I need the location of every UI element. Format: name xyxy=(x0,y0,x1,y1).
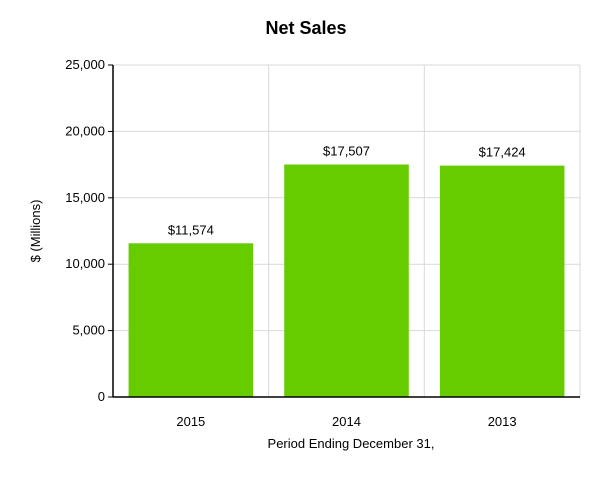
y-tick-label: 25,000 xyxy=(65,57,105,72)
data-label-2014: $17,507 xyxy=(323,144,370,159)
x-tick-label-2015: 2015 xyxy=(176,414,205,429)
y-axis-ticks: 0 5,000 10,000 15,000 20,000 25,000 xyxy=(65,57,113,404)
x-tick-label-2014: 2014 xyxy=(332,414,361,429)
y-tick-label: 5,000 xyxy=(72,323,105,338)
x-axis-label: Period Ending December 31, xyxy=(268,436,435,451)
bar-2015 xyxy=(128,243,254,397)
bar-2013 xyxy=(439,165,565,397)
x-tick-label-2013: 2013 xyxy=(488,414,517,429)
y-tick-label: 15,000 xyxy=(65,190,105,205)
bars xyxy=(128,164,565,397)
bar-2014 xyxy=(284,164,409,397)
data-label-2015: $11,574 xyxy=(168,222,214,237)
y-tick-label: 20,000 xyxy=(65,123,105,138)
data-label-2013: $17,424 xyxy=(479,145,526,160)
chart-title: Net Sales xyxy=(265,18,346,38)
y-axis-label: $ (Millions) xyxy=(28,200,43,263)
x-axis-ticks: 2015 2014 2013 xyxy=(176,414,516,429)
y-tick-label: 0 xyxy=(98,389,105,404)
data-labels: $11,574 $17,507 $17,424 xyxy=(168,144,526,238)
y-tick-label: 10,000 xyxy=(65,256,105,271)
